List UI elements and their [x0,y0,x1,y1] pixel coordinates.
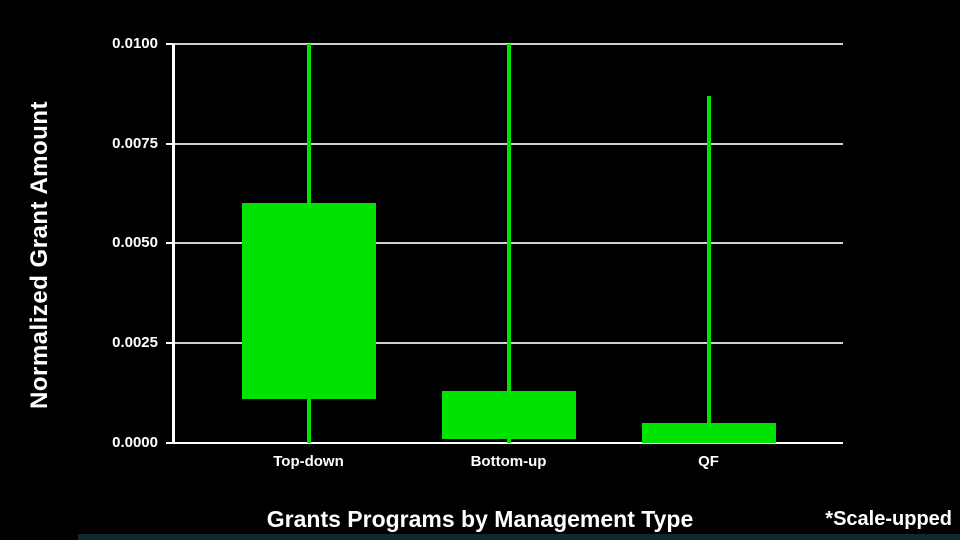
lower-whisker-bottom-up [506,438,511,443]
upper-whisker-top-down [306,44,311,204]
y-tick [166,43,173,45]
y-tick-label: 0.0025 [112,333,158,351]
x-tick-label-top-down: Top-down [273,452,344,470]
y-tick [166,441,173,444]
y-tick [166,142,173,145]
y-axis-line [172,44,175,444]
y-tick-label: 0.0075 [112,134,158,152]
lower-whisker-top-down [306,398,311,443]
upper-whisker-qf [706,95,711,423]
y-tick [166,242,173,245]
scale-note: *Scale-upped [825,508,952,530]
upper-whisker-bottom-up [506,44,511,391]
box-qf [641,422,776,443]
y-tick [166,341,173,344]
y-tick-label: 0.0050 [112,234,158,252]
box-bottom-up [441,390,576,439]
footer-strip [78,534,960,540]
box-top-down [241,203,376,399]
x-tick-label-qf: QF [698,452,719,470]
x-axis-line [172,441,843,445]
x-tick-label-bottom-up: Bottom-up [470,452,547,470]
y-tick-label: 0.0100 [112,35,158,52]
y-tick-label: 0.0000 [112,433,158,451]
x-axis-title: Grants Programs by Management Type [266,506,694,532]
